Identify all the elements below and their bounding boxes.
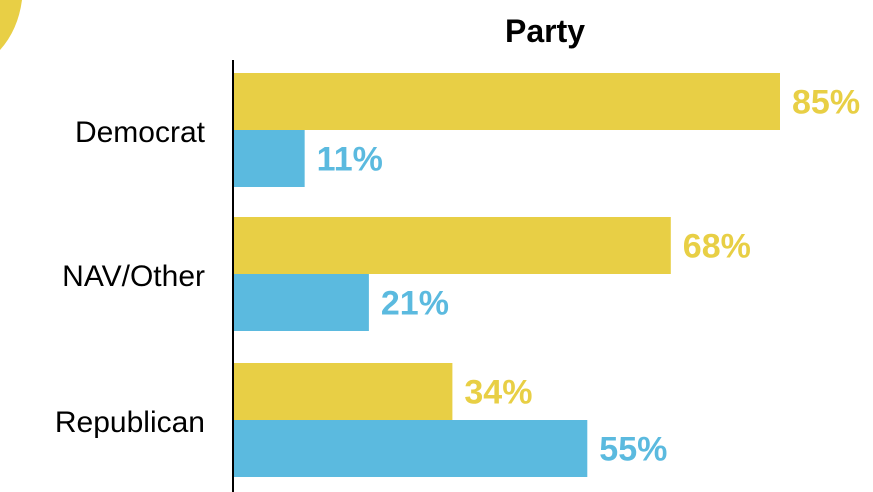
category-label-democrat: Democrat: [75, 116, 206, 149]
category-label-republican: Republican: [55, 406, 205, 439]
value-labels-layer: 85% 11% 68% 21% 34% 55%: [317, 84, 860, 469]
bar-nav-other-series-2: [234, 274, 369, 331]
value-label-republican-series-2: 55%: [599, 431, 667, 469]
value-label-democrat-series-2: 11%: [317, 141, 383, 179]
value-label-nav-other-series-1: 68%: [683, 228, 751, 266]
value-label-republican-series-1: 34%: [464, 374, 532, 412]
bar-democrat-series-2: [234, 130, 305, 187]
category-labels-layer: Democrat NAV/Other Republican: [55, 116, 206, 439]
decorative-arc: [0, 0, 22, 50]
bar-democrat-series-1: [234, 73, 780, 130]
value-label-nav-other-series-2: 21%: [381, 285, 449, 323]
bar-nav-other-series-1: [234, 217, 671, 274]
bar-republican-series-2: [234, 420, 588, 477]
category-label-nav-other: NAV/Other: [62, 260, 205, 293]
chart-title: Party: [505, 13, 585, 49]
bar-republican-series-1: [234, 363, 453, 420]
bars-layer: [234, 73, 780, 477]
value-label-democrat-series-1: 85%: [792, 84, 860, 122]
